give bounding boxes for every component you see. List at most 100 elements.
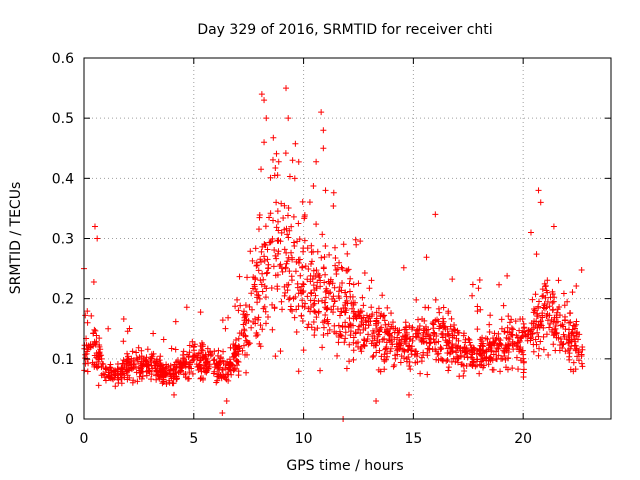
data-point [232,303,239,310]
data-point [301,303,308,310]
data-point [498,316,505,323]
data-point [461,367,468,374]
data-point [256,340,263,347]
data-point [277,238,284,245]
data-point [445,330,452,337]
data-point [295,220,302,227]
data-point [201,362,208,369]
data-point-notable [261,139,268,146]
data-point [536,345,543,352]
data-point [290,213,297,220]
data-point [255,316,262,323]
y-tick-label: 0.4 [52,171,74,187]
data-point [275,158,282,165]
data-point [319,231,326,238]
data-point [454,359,461,366]
data-point [285,205,292,212]
data-point [463,350,470,357]
data-point [445,364,452,371]
data-point [416,323,423,330]
data-point-notable [405,391,412,398]
data-point [350,322,357,329]
data-point [578,266,585,273]
data-point [504,324,511,331]
data-point [427,332,434,339]
data-point [469,362,476,369]
data-point [204,345,211,352]
data-point [295,303,302,310]
data-point [128,355,135,362]
data-point [257,256,264,263]
data-point [491,330,498,337]
data-point [211,364,218,371]
data-point [464,354,471,361]
data-point-notable [432,211,439,218]
data-point [275,227,282,234]
data-point [528,320,535,327]
data-point [342,329,349,336]
data-point [220,348,227,355]
data-point [567,345,574,352]
data-point [287,303,294,310]
data-point [469,358,476,365]
data-point [284,212,291,219]
data-point [455,355,462,362]
data-point [540,333,547,340]
data-point [268,284,275,291]
data-point [232,342,239,349]
data-point [84,368,91,375]
data-point [265,313,272,320]
data-point [336,312,343,319]
data-point [271,246,278,253]
data-point [320,324,327,331]
data-point [385,321,392,328]
data-point [242,302,249,309]
data-point [369,354,376,361]
data-point [126,325,133,332]
data-point [191,347,198,354]
data-point [91,326,98,333]
data-point [385,330,392,337]
data-point [279,306,286,313]
data-point [373,309,380,316]
data-point [476,370,483,377]
data-point [267,174,274,181]
data-point [110,376,117,383]
data-point [335,293,342,300]
data-point [397,342,404,349]
data-point [338,264,345,271]
data-point [529,296,536,303]
data-point [401,338,408,345]
data-point [552,323,559,330]
data-point [542,282,549,289]
data-point [357,238,364,245]
data-point [552,347,559,354]
data-point [503,334,510,341]
data-point [299,263,306,270]
data-point [295,259,302,266]
data-point [93,332,100,339]
data-point [225,371,232,378]
data-point [96,349,103,356]
data-point [278,265,285,272]
data-point [370,352,377,359]
data-point [310,273,317,280]
data-point [336,284,343,291]
data-point [300,280,307,287]
data-point [324,318,331,325]
data-point [308,249,315,256]
data-point [567,319,574,326]
data-point [403,324,410,331]
data-point [505,354,512,361]
data-point [360,302,367,309]
data-point [217,355,224,362]
data-point [252,274,259,281]
data-point [144,346,151,353]
data-point [538,322,545,329]
data-point [275,248,282,255]
data-point [324,330,331,337]
data-point [381,366,388,373]
data-point [350,308,357,315]
data-point [564,298,571,305]
data-point [384,304,391,311]
